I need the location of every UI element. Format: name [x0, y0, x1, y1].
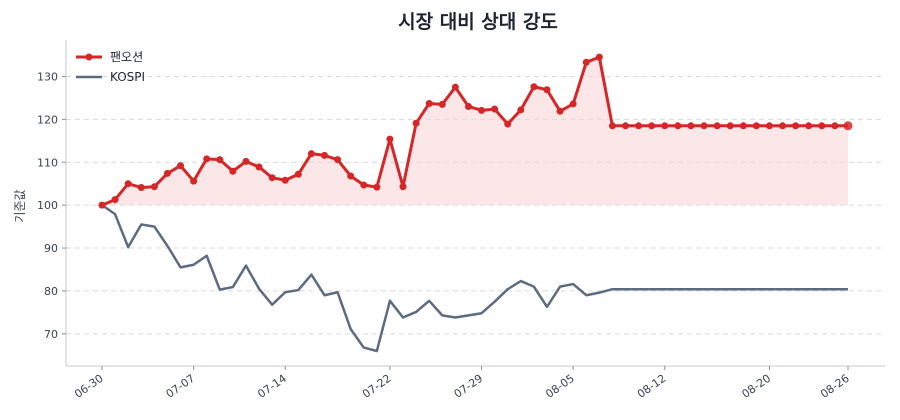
x-tick-label: 08-20	[740, 372, 774, 401]
stock-point	[98, 201, 106, 209]
x-tick-label: 06-30	[72, 372, 106, 401]
stock-point	[674, 122, 682, 130]
stock-point	[765, 122, 773, 130]
stock-point	[124, 180, 132, 188]
stock-point	[425, 99, 433, 107]
stock-point	[635, 122, 643, 130]
stock-point	[268, 174, 276, 182]
stock-point	[700, 122, 708, 130]
stock-point	[687, 122, 695, 130]
stock-point	[320, 151, 328, 159]
stock-point	[530, 83, 538, 91]
stock-last-point	[843, 121, 853, 131]
stock-point	[582, 58, 590, 66]
y-tick-label: 90	[44, 242, 58, 255]
stock-point	[831, 122, 839, 130]
stock-point	[111, 196, 119, 204]
stock-point	[464, 102, 472, 110]
stock-point	[216, 156, 224, 164]
stock-point	[438, 100, 446, 108]
stock-point	[739, 122, 747, 130]
stock-point	[190, 177, 198, 185]
y-tick-label: 80	[44, 285, 58, 298]
stock-point	[569, 100, 577, 108]
stock-point	[556, 107, 564, 115]
y-tick-label: 100	[37, 199, 58, 212]
area-fill-layer	[102, 57, 848, 206]
y-tick-label: 70	[44, 328, 58, 341]
stock-point	[347, 172, 355, 180]
x-tick-label: 08-26	[818, 372, 852, 401]
stock-point	[307, 150, 315, 158]
stock-point	[255, 163, 263, 171]
chart-title: 시장 대비 상대 강도	[398, 11, 558, 33]
stock-point	[622, 122, 630, 130]
stock-point	[163, 169, 171, 177]
stock-point	[752, 122, 760, 130]
y-tick-label: 120	[37, 113, 58, 126]
stock-point	[386, 135, 394, 143]
stock-point	[281, 176, 289, 184]
stock-point	[491, 105, 499, 113]
stock-point	[792, 122, 800, 130]
stock-point	[229, 167, 237, 175]
series-lines	[98, 53, 853, 353]
stock-point	[805, 122, 813, 130]
stock-point	[334, 156, 342, 164]
stock-point	[412, 119, 420, 127]
x-tick-label: 07-22	[360, 372, 394, 401]
stock-point	[177, 162, 185, 170]
axes	[65, 40, 885, 367]
stock-point	[818, 122, 826, 130]
stock-point	[294, 170, 302, 178]
legend: 팬오션 KOSPI	[76, 50, 145, 84]
x-tick-label: 07-07	[164, 372, 198, 401]
stock-point	[661, 122, 669, 130]
x-tick-label: 07-29	[452, 372, 486, 401]
y-tick-label: 110	[37, 156, 58, 169]
stock-point	[451, 83, 459, 91]
stock-point	[150, 183, 158, 191]
x-tick-label: 08-05	[543, 372, 577, 401]
stock-point	[608, 122, 616, 130]
stock-point	[203, 155, 211, 163]
stock-point	[517, 106, 525, 114]
x-tick-labels: 06-30 07-07 07-14 07-22 07-29 08-05 08-12 08-20…	[72, 366, 852, 401]
stock-point	[137, 184, 145, 192]
stock-area-fill	[102, 57, 848, 206]
stock-point	[779, 122, 787, 130]
stock-point	[543, 86, 551, 94]
y-tick-label: 130	[37, 70, 58, 83]
y-axis-label: 기준값	[13, 189, 27, 222]
stock-line	[101, 55, 848, 207]
stock-point	[713, 122, 721, 130]
stock-point	[399, 183, 407, 191]
stock-point	[504, 120, 512, 128]
kospi-line	[101, 204, 848, 353]
stock-point	[726, 122, 734, 130]
x-tick-label: 08-12	[635, 372, 669, 401]
stock-point	[360, 181, 368, 189]
x-tick-label: 07-14	[255, 372, 289, 401]
stock-point	[595, 53, 603, 61]
stock-point	[373, 183, 381, 191]
stock-point	[242, 157, 250, 165]
y-tick-labels: 70 80 90 100 110 120 130	[37, 70, 66, 341]
stock-point	[648, 122, 656, 130]
legend-label-index: KOSPI	[110, 70, 145, 84]
legend-label-stock: 팬오션	[110, 50, 143, 64]
legend-marker-stock	[85, 53, 93, 61]
stock-point	[478, 106, 486, 114]
